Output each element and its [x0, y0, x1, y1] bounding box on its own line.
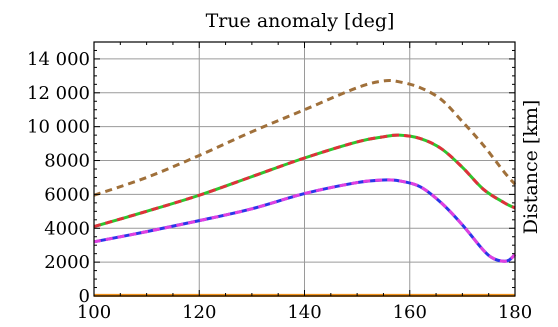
- x-tick-label: 180: [498, 302, 532, 323]
- series-line-3: [93, 133, 516, 229]
- y-tick-label: 4000: [44, 218, 90, 239]
- y-tick-label: 10 000: [27, 117, 90, 138]
- tick-labels: 100 120 140 160 180 0 2000 4000 6000 8000 10 000 12…: [27, 49, 532, 323]
- grid-lines: [93, 42, 516, 297]
- y-tick-label: 14 000: [27, 49, 90, 70]
- x-tick-label: 160: [393, 302, 427, 323]
- y-tick-label: 6000: [44, 184, 90, 205]
- y-tick-label: 2000: [44, 252, 90, 273]
- x-tick-label: 120: [182, 302, 216, 323]
- chart-title: True anomaly [deg]: [206, 10, 395, 32]
- x-tick-label: 100: [77, 302, 111, 323]
- tick-marks: [93, 41, 516, 297]
- y-axis-label: Distance [km]: [520, 100, 542, 235]
- y-tick-label: 12 000: [27, 83, 90, 104]
- y-tick-label: 0: [79, 286, 90, 307]
- series-line-1: [93, 78, 517, 197]
- series-line-5: [93, 178, 517, 263]
- x-tick-label: 140: [287, 302, 321, 323]
- y-tick-label: 8000: [44, 151, 90, 172]
